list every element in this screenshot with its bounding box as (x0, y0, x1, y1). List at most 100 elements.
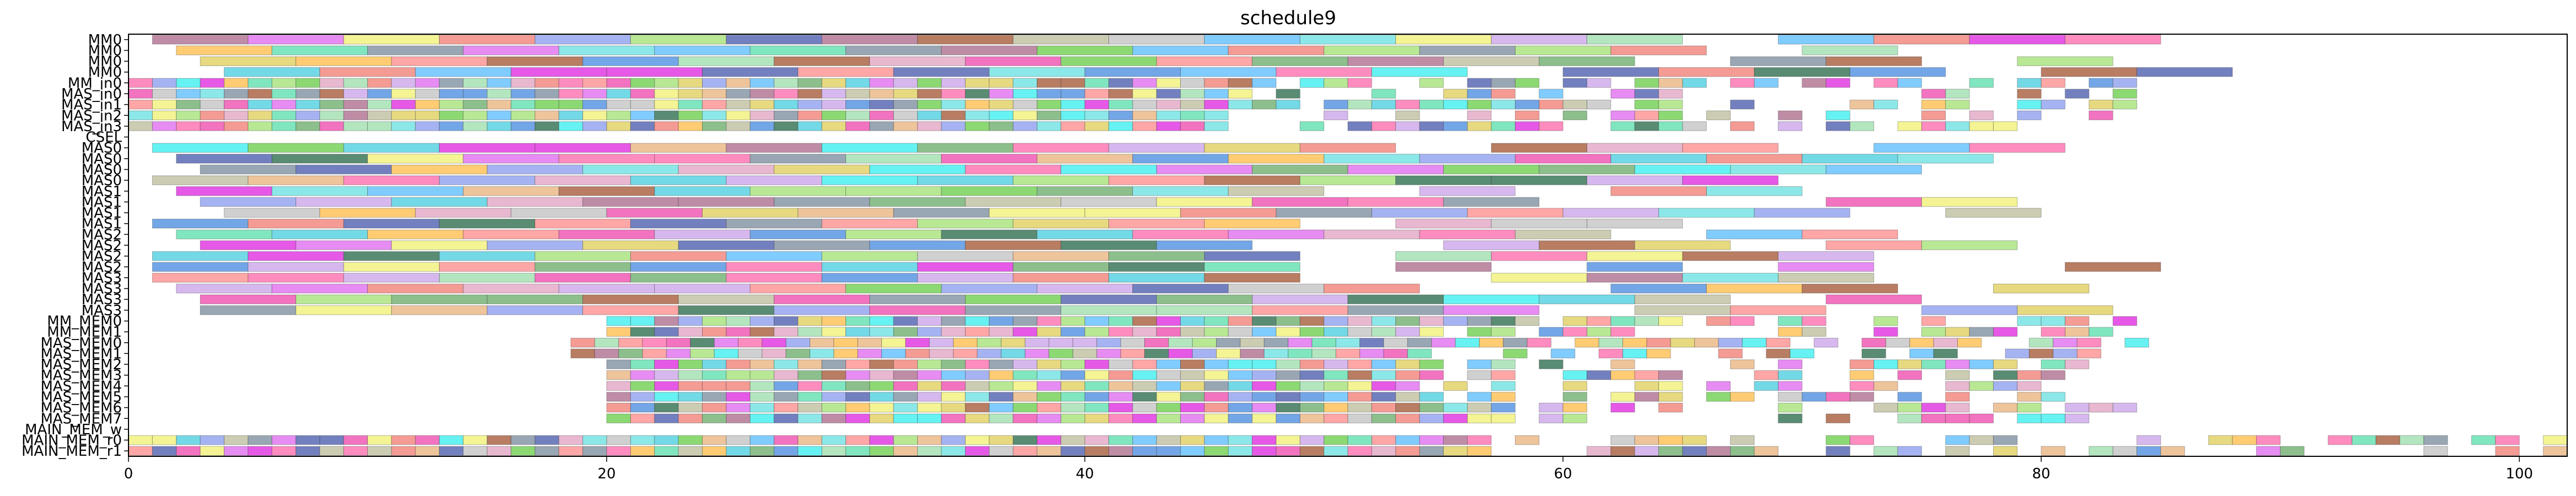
y-label-8: MAS_in3 (61, 118, 122, 135)
task-bar-r31-37 (1491, 370, 1515, 380)
task-bar-r37-2 (176, 435, 201, 445)
task-bar-r21-15 (1587, 262, 1683, 272)
task-bar-r3-14 (1562, 67, 1659, 77)
task-bar-r18-16 (1706, 229, 1803, 240)
task-bar-r5-46 (1228, 89, 1253, 99)
task-bar-r3-19 (2041, 67, 2138, 77)
task-bar-r23-0 (176, 283, 272, 294)
y-axis-labels: MM0MM0MM0MM0MM_in0MAS_in0MAS_in1MAS_in2M… (22, 32, 128, 460)
task-bar-r37-9 (343, 435, 368, 445)
task-bar-r26-27 (1252, 316, 1277, 326)
task-bar-r23-9 (1036, 283, 1133, 294)
task-bar-r38-82 (2088, 446, 2113, 456)
task-bar-r33-25 (1204, 392, 1229, 402)
task-bar-r33-31 (1347, 392, 1372, 402)
task-bar-r22-11 (1204, 273, 1300, 283)
task-bar-r30-27 (1252, 359, 1277, 369)
task-bar-r4-30 (845, 78, 870, 88)
task-bar-r15-5 (678, 197, 775, 207)
task-bar-r34-49 (1777, 402, 1803, 413)
task-bar-r13-16 (1682, 175, 1779, 185)
task-bar-r37-54 (1419, 435, 1444, 445)
task-bar-r37-30 (845, 435, 870, 445)
task-bar-r20-4 (534, 251, 631, 261)
task-bar-r5-62 (1610, 89, 1635, 99)
task-bar-r38-52 (1371, 446, 1396, 456)
task-bar-r31-44 (1658, 370, 1683, 380)
task-bar-r28-1 (594, 338, 619, 348)
task-bar-r38-99 (2495, 446, 2520, 456)
task-bar-r4-21 (630, 78, 655, 88)
task-bar-r29-60 (2005, 348, 2030, 359)
task-bar-r35-24 (1180, 413, 1205, 424)
task-bar-r29-33 (1359, 348, 1384, 359)
task-bar-r37-65 (1682, 435, 1707, 445)
task-bar-r5-7 (295, 89, 320, 99)
task-bar-r5-41 (1108, 89, 1133, 99)
task-bar-r17-1 (248, 218, 344, 229)
task-bar-r6-30 (845, 99, 870, 110)
task-bar-r38-76 (1945, 446, 1970, 456)
task-bar-r29-29 (1263, 348, 1289, 359)
task-bar-r31-48 (1754, 370, 1779, 380)
task-bar-r4-22 (654, 78, 679, 88)
task-bar-r38-45 (1204, 446, 1229, 456)
task-bar-r14-2 (367, 186, 464, 196)
task-bar-r1-10 (1132, 45, 1229, 56)
task-bar-r4-40 (1084, 78, 1109, 88)
task-bar-r17-10 (1108, 218, 1205, 229)
y-label-18: MAS2 (82, 227, 122, 243)
task-bar-r7-10 (367, 110, 392, 121)
task-bar-r28-30 (1288, 338, 1313, 348)
task-bar-r26-7 (774, 316, 799, 326)
task-bar-r8-40 (1084, 121, 1109, 131)
task-bar-r35-60 (2041, 413, 2066, 424)
task-bar-r4-19 (582, 78, 607, 88)
task-bar-r14-7 (845, 186, 942, 196)
task-bar-r29-22 (1096, 348, 1121, 359)
task-bar-r33-20 (1084, 392, 1109, 402)
task-bar-r29-43 (1598, 348, 1624, 359)
task-bar-r2-9 (1061, 56, 1157, 66)
task-bar-r32-25 (1204, 381, 1229, 391)
task-bar-r10-2 (343, 143, 440, 153)
task-bar-r26-26 (1228, 316, 1253, 326)
task-bar-r4-2 (176, 78, 201, 88)
task-bar-r3-2 (415, 67, 512, 77)
task-bar-r6-50 (1324, 99, 1348, 110)
task-bar-r29-10 (810, 348, 834, 359)
task-bar-r30-31 (1347, 359, 1372, 369)
task-bar-r37-67 (1730, 435, 1755, 445)
task-bar-r32-17 (1013, 381, 1037, 391)
task-bar-r4-70 (1802, 78, 1827, 88)
task-bar-r7-71 (1825, 110, 1850, 121)
task-bar-r7-19 (582, 110, 607, 121)
task-bar-r38-0 (128, 446, 153, 456)
task-bar-r38-17 (534, 446, 559, 456)
task-bar-r31-21 (1108, 370, 1133, 380)
task-bar-r20-3 (439, 251, 535, 261)
task-bar-r27-11 (869, 327, 894, 337)
task-bar-r29-12 (857, 348, 882, 359)
task-bar-r29-14 (905, 348, 930, 359)
task-bar-r7-25 (726, 110, 751, 121)
task-bar-r37-53 (1395, 435, 1420, 445)
task-bar-r32-43 (1634, 381, 1659, 391)
task-bar-r4-16 (511, 78, 535, 88)
task-bar-r4-5 (248, 78, 272, 88)
task-bar-r5-17 (534, 89, 559, 99)
task-bar-r7-30 (845, 110, 870, 121)
task-bar-r8-53 (1395, 121, 1420, 131)
task-bar-r26-10 (845, 316, 870, 326)
task-bar-r24-8 (965, 294, 1062, 304)
task-bar-r7-60 (1562, 110, 1588, 121)
task-bar-r20-8 (917, 251, 1014, 261)
task-bar-r30-18 (1036, 359, 1062, 369)
task-bar-r21-17 (1777, 262, 1875, 272)
task-bar-r13-8 (917, 175, 1014, 185)
task-bar-r29-19 (1025, 348, 1049, 359)
task-bar-r34-36 (1467, 402, 1492, 413)
task-bar-r28-19 (1025, 338, 1049, 348)
task-bar-r19-17 (1825, 240, 1922, 250)
task-bar-r27-20 (1084, 327, 1109, 337)
